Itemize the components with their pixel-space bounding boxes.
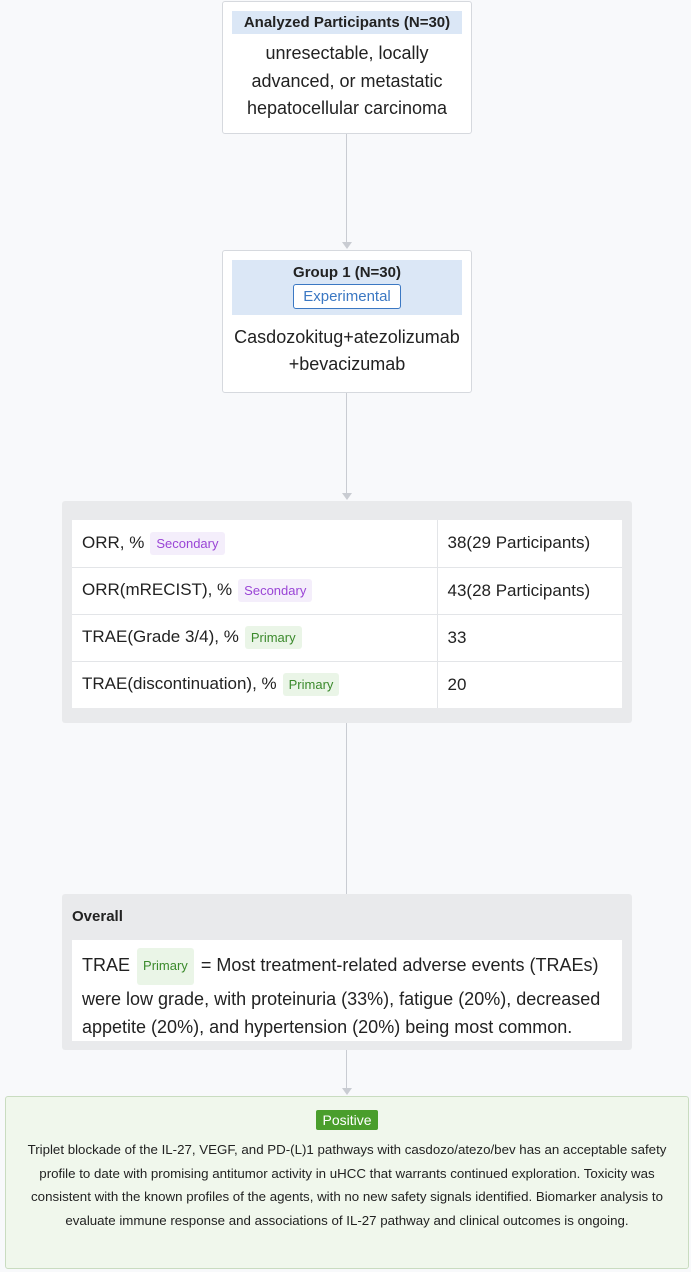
arrow-head-2 bbox=[342, 493, 352, 500]
table-row: ORR(mRECIST), % Secondary 43(28 Participa… bbox=[72, 567, 622, 614]
group-description: Casdozokitug+atezolizumab +bevacizumab bbox=[223, 324, 471, 378]
outcomes-table: ORR, % Secondary 38(29 Participants) ORR(… bbox=[72, 520, 622, 708]
outcome-label-cell: TRAE(discontinuation), % Primary bbox=[72, 661, 437, 708]
outcome-value: 33 bbox=[437, 614, 622, 661]
arrow-head-4 bbox=[342, 1088, 352, 1095]
experimental-tag: Experimental bbox=[293, 284, 401, 309]
table-row: TRAE(discontinuation), % Primary 20 bbox=[72, 661, 622, 708]
connector-line-2 bbox=[346, 393, 347, 493]
outcome-value: 38(29 Participants) bbox=[437, 520, 622, 567]
positive-badge: Positive bbox=[316, 1110, 377, 1130]
arrow-head-1 bbox=[342, 242, 352, 249]
conclusion-text: Triplet blockade of the IL-27, VEGF, and… bbox=[20, 1138, 674, 1232]
outcome-value: 43(28 Participants) bbox=[437, 567, 622, 614]
participants-box: Analyzed Participants (N=30) unresectabl… bbox=[222, 1, 472, 134]
primary-badge: Primary bbox=[137, 948, 194, 985]
overall-title: Overall bbox=[72, 908, 123, 925]
connector-line-3 bbox=[346, 723, 347, 894]
table-row: ORR, % Secondary 38(29 Participants) bbox=[72, 520, 622, 567]
outcome-label-cell: ORR(mRECIST), % Secondary bbox=[72, 567, 437, 614]
group-title: Group 1 (N=30) bbox=[232, 264, 462, 281]
primary-badge: Primary bbox=[245, 626, 302, 649]
connector-line-4 bbox=[346, 1050, 347, 1088]
outcome-label: ORR, % bbox=[82, 533, 144, 552]
outcome-label-cell: TRAE(Grade 3/4), % Primary bbox=[72, 614, 437, 661]
secondary-badge: Secondary bbox=[150, 532, 224, 555]
outcome-value: 20 bbox=[437, 661, 622, 708]
connector-line-1 bbox=[346, 134, 347, 242]
overall-panel: Overall TRAE Primary = Most treatment-re… bbox=[62, 894, 632, 1050]
table-row: TRAE(Grade 3/4), % Primary 33 bbox=[72, 614, 622, 661]
outcome-label: ORR(mRECIST), % bbox=[82, 580, 232, 599]
outcome-label: TRAE(discontinuation), % bbox=[82, 674, 277, 693]
conclusion-box: Positive Triplet blockade of the IL-27, … bbox=[5, 1096, 689, 1269]
overall-term: TRAE bbox=[82, 955, 130, 975]
outcomes-panel: ORR, % Secondary 38(29 Participants) ORR(… bbox=[62, 501, 632, 723]
primary-badge: Primary bbox=[283, 673, 340, 696]
participants-description: unresectable, locally advanced, or metas… bbox=[223, 40, 471, 123]
outcome-label: TRAE(Grade 3/4), % bbox=[82, 627, 239, 646]
secondary-badge: Secondary bbox=[238, 579, 312, 602]
overall-body: TRAE Primary = Most treatment-related ad… bbox=[72, 940, 622, 1041]
group-box: Group 1 (N=30) Experimental Casdozokitug… bbox=[222, 250, 472, 393]
outcome-label-cell: ORR, % Secondary bbox=[72, 520, 437, 567]
participants-header: Analyzed Participants (N=30) bbox=[232, 11, 462, 34]
group-header: Group 1 (N=30) Experimental bbox=[232, 260, 462, 315]
